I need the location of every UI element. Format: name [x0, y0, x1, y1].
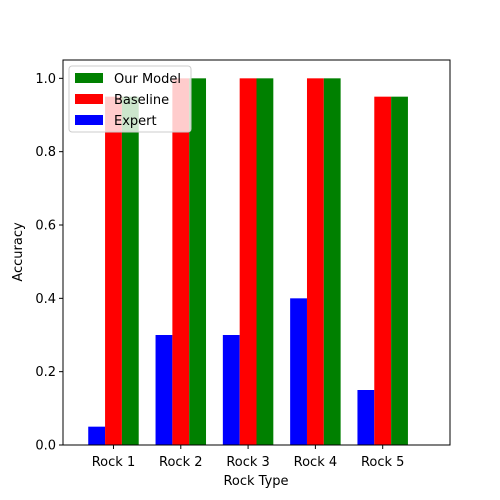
y-axis-label: Accuracy — [11, 222, 26, 282]
bar-baseline-1 — [105, 96, 122, 446]
bars-group — [88, 78, 408, 446]
y-tick-label: 0.0 — [35, 439, 56, 454]
bar-baseline-3 — [239, 78, 257, 445]
y-tick-label: 0.2 — [35, 365, 56, 380]
y-tick-label: 0.6 — [35, 219, 56, 234]
x-tick-label: Rock 5 — [361, 455, 404, 470]
bar-expert-3 — [222, 335, 240, 445]
y-tick-label: 0.4 — [35, 292, 56, 307]
bar-our-model-2 — [189, 78, 207, 445]
bar-expert-5 — [357, 390, 375, 445]
bar-our-model-3 — [256, 78, 274, 445]
legend-label-our-model: Our Model — [114, 72, 181, 87]
x-tick-label: Rock 2 — [159, 455, 202, 470]
plot-area-frame — [62, 59, 451, 446]
legend-swatch-our-model — [75, 73, 103, 83]
y-tick-label: 1.0 — [35, 72, 56, 87]
y-tick-label: 0.8 — [35, 145, 56, 160]
bar-our-model-1 — [121, 96, 139, 446]
bar-expert-4 — [290, 298, 307, 445]
x-tick-label: Rock 4 — [294, 455, 337, 470]
bar-expert-2 — [155, 335, 173, 445]
bar-our-model-4 — [323, 78, 341, 445]
legend-swatch-expert — [75, 115, 103, 125]
legend-label-expert: Expert — [114, 114, 157, 129]
bar-baseline-5 — [374, 96, 392, 446]
legend-swatch-baseline — [75, 94, 103, 104]
legend: Our Model Baseline Expert — [68, 65, 192, 133]
x-axis-label: Rock Type — [223, 474, 288, 489]
legend-label-baseline: Baseline — [114, 93, 169, 108]
x-tick-label: Rock 3 — [226, 455, 269, 470]
bar-baseline-2 — [172, 78, 190, 445]
bar-baseline-4 — [306, 78, 324, 445]
x-axis: Rock 1 Rock 2 Rock 3 Rock 4 Rock 5 — [92, 445, 404, 470]
bar-expert-1 — [88, 426, 106, 445]
y-axis: 0.0 0.2 0.4 0.6 0.8 1.0 — [35, 72, 63, 454]
bar-our-model-5 — [391, 96, 408, 446]
x-tick-label: Rock 1 — [92, 455, 135, 470]
